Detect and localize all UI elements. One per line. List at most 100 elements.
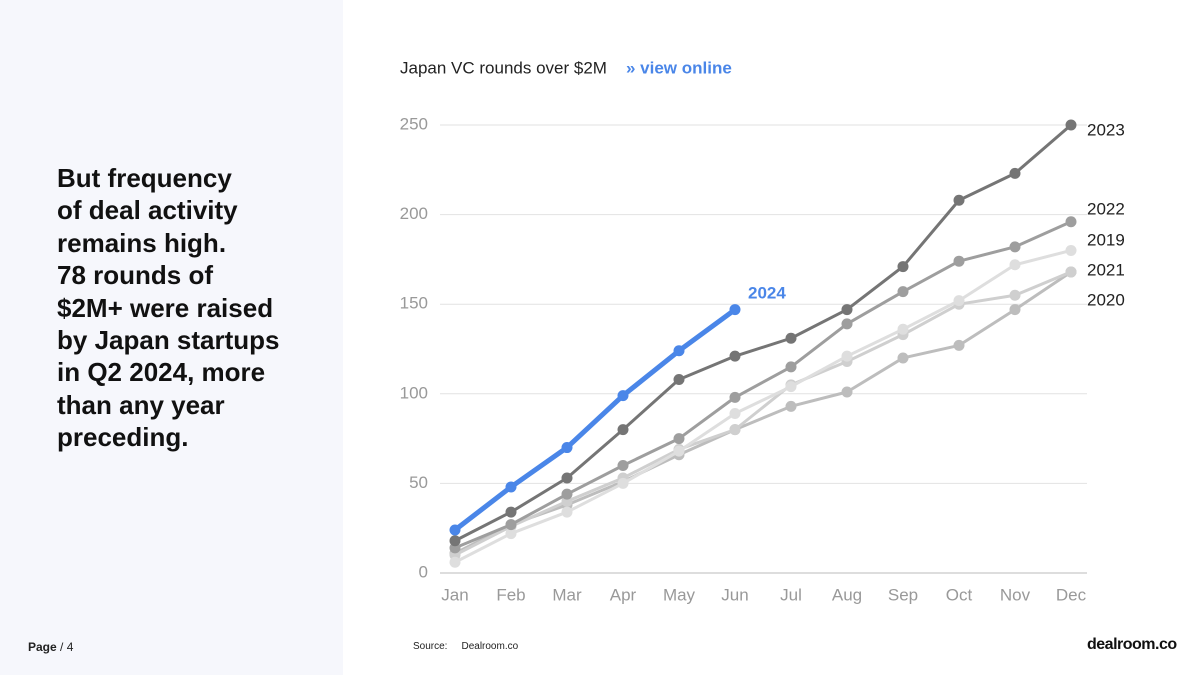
series-label: 2019 [1087, 230, 1125, 249]
x-tick-label: Aug [832, 585, 862, 604]
data-point [449, 535, 461, 547]
data-point [1009, 241, 1021, 253]
series-line [453, 307, 737, 532]
data-point [505, 481, 517, 493]
data-point [841, 304, 853, 316]
series-label: 2024 [748, 283, 786, 302]
data-point [1009, 259, 1021, 271]
series-line [454, 123, 1072, 543]
data-point [617, 477, 629, 489]
data-point [561, 472, 573, 484]
page-count: / 4 [60, 640, 74, 654]
logo: dealroom.co [1087, 636, 1177, 653]
data-point [1065, 216, 1077, 228]
headline-line: preceding. [57, 422, 189, 453]
data-point [785, 332, 797, 344]
y-tick-label: 50 [409, 473, 428, 492]
y-tick-label: 200 [400, 204, 428, 223]
data-point [1009, 289, 1021, 301]
data-point [1009, 304, 1021, 316]
series-label: 2021 [1087, 260, 1125, 279]
data-point [449, 524, 461, 536]
side-panel [0, 0, 343, 675]
data-point [505, 519, 517, 531]
data-point [449, 556, 461, 568]
data-point [561, 506, 573, 518]
data-point [785, 381, 797, 393]
x-tick-label: Jun [721, 585, 748, 604]
page-label: Page [28, 640, 57, 654]
series-label: 2022 [1087, 199, 1125, 218]
series-line [454, 220, 1072, 550]
data-point [841, 318, 853, 330]
x-tick-label: Jan [441, 585, 468, 604]
x-tick-label: Nov [1000, 585, 1031, 604]
data-point [897, 286, 909, 298]
data-point [617, 459, 629, 471]
x-tick-label: Jul [780, 585, 802, 604]
headline-line: remains high. [57, 227, 227, 258]
data-point [561, 488, 573, 500]
data-point [897, 352, 909, 364]
data-point [897, 261, 909, 273]
data-point [729, 350, 741, 362]
series-label: 2020 [1087, 290, 1125, 309]
data-point [505, 506, 517, 518]
source: Source: Dealroom.co [413, 641, 518, 652]
data-point [897, 323, 909, 335]
data-point [1065, 119, 1077, 131]
headline-line: $2M+ were raised [57, 292, 274, 323]
headline-line: in Q2 2024, more [57, 357, 266, 388]
headline-line: of deal activity [57, 195, 238, 226]
y-tick-label: 250 [400, 114, 428, 133]
x-tick-label: Feb [496, 585, 525, 604]
x-tick-label: Dec [1056, 585, 1087, 604]
view-online-link[interactable]: » view online [626, 58, 732, 77]
data-point [673, 345, 685, 357]
data-point [729, 304, 741, 316]
data-point [841, 350, 853, 362]
headline-line: 78 rounds of [57, 260, 214, 291]
headline-line: by Japan startups [57, 325, 280, 356]
source-name: Dealroom.co [461, 641, 519, 652]
data-point [673, 373, 685, 385]
y-tick-label: 100 [400, 383, 428, 402]
data-point [1065, 266, 1077, 278]
data-point [729, 408, 741, 420]
series-line [454, 270, 1072, 557]
source-label: Source: [413, 641, 448, 652]
headline-line: than any year [57, 389, 225, 420]
series-line [454, 270, 1072, 555]
page-number: Page / 4 [28, 640, 73, 654]
data-point [953, 194, 965, 206]
data-point [729, 391, 741, 403]
data-point [673, 445, 685, 457]
data-point [617, 390, 629, 402]
data-point [841, 386, 853, 398]
headline-line: But frequency [57, 163, 232, 193]
y-tick-label: 150 [400, 294, 428, 313]
data-point [1065, 244, 1077, 256]
data-point [673, 433, 685, 445]
data-point [953, 339, 965, 351]
data-point [617, 424, 629, 436]
data-point [505, 528, 517, 540]
data-point [785, 400, 797, 412]
data-point [785, 361, 797, 373]
data-point [561, 442, 573, 454]
data-point [953, 295, 965, 307]
data-point [729, 424, 741, 436]
x-tick-label: Sep [888, 585, 918, 604]
data-point [953, 255, 965, 267]
y-tick-label: 0 [419, 562, 428, 581]
series-label: 2023 [1087, 120, 1125, 139]
headline: But frequency of deal activity remains hig… [57, 162, 280, 454]
x-tick-label: Oct [946, 585, 973, 604]
data-point [1009, 167, 1021, 179]
chart-title: Japan VC rounds over $2M [400, 58, 607, 77]
x-tick-label: May [663, 585, 696, 604]
x-tick-label: Mar [552, 585, 582, 604]
series-line [454, 248, 1072, 564]
